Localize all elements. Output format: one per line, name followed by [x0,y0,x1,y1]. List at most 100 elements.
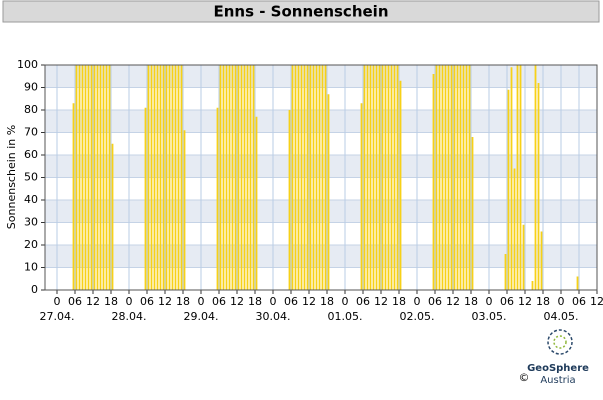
bar [294,65,297,290]
plot-area: 0 10 20 30 40 50 60 70 80 90 100 0 06 12 18 0 06 12 18 0 06 1… [17,58,603,323]
bar [363,65,366,290]
bar [156,65,159,290]
bar [537,83,540,290]
bar [228,65,231,290]
bar [465,65,468,290]
y-tick-label: 20 [24,238,38,251]
bar [81,65,84,290]
chart-title: Enns - Sonnenschein [213,3,388,21]
bar [522,224,525,290]
x-tick-label: 12 [230,295,244,308]
bar [162,65,165,290]
bar [225,65,228,290]
bar [369,65,372,290]
bar [237,65,240,290]
logo [547,329,573,355]
brand-name: GeoSphere [527,363,589,374]
bar [441,65,444,290]
x-tick-label: 18 [248,295,262,308]
bar [159,65,162,290]
x-tick-label: 12 [446,295,460,308]
bar [462,65,465,290]
bar [150,65,153,290]
bar [447,65,450,290]
x-date-label: 01.05. [328,310,363,323]
y-tick-label: 50 [24,171,38,184]
bar [144,107,147,290]
bar [108,65,111,290]
x-date-label: 03.05. [472,310,507,323]
bar [291,65,294,290]
bar [516,65,519,290]
grid-band [45,65,597,88]
bar [180,65,183,290]
bar [165,65,168,290]
bar [255,116,258,290]
bar [105,65,108,290]
y-tick-label: 30 [24,216,38,229]
bar [90,65,93,290]
bar [471,137,474,290]
bar [378,65,381,290]
bar [438,65,441,290]
bar [72,103,75,290]
x-date-label: 02.05. [400,310,435,323]
y-tick-label: 70 [24,126,38,139]
bar [327,94,330,290]
x-tick-label: 18 [176,295,190,308]
bar [531,281,534,290]
bar [519,65,522,290]
x-tick-label: 06 [284,295,298,308]
bar [372,65,375,290]
logo-mark [547,329,573,355]
bar [366,65,369,290]
bar [540,231,543,290]
bar [468,65,471,290]
bar [504,254,507,290]
bar [381,65,384,290]
bar [315,65,318,290]
bar [102,65,105,290]
bar [399,80,402,290]
y-tick-label: 90 [24,81,38,94]
x-tick-label: 12 [158,295,172,308]
bar [444,65,447,290]
bar [84,65,87,290]
bar [375,65,378,290]
bar [459,65,462,290]
x-tick-label: 12 [374,295,388,308]
bar [93,65,96,290]
bar [321,65,324,290]
bar [78,65,81,290]
x-tick-label: 12 [302,295,316,308]
x-tick-label: 18 [104,295,118,308]
bar [360,103,363,290]
bar [453,65,456,290]
x-tick-label: 0 [198,295,205,308]
bar [246,65,249,290]
x-tick-label: 0 [414,295,421,308]
x-tick-label: 0 [342,295,349,308]
grid-band [45,110,597,133]
bar [147,65,150,290]
bar [171,65,174,290]
y-tick-label: 60 [24,148,38,161]
x-tick-label: 06 [500,295,514,308]
bar [231,65,234,290]
bar [396,65,399,290]
bar [303,65,306,290]
brand-sub: Austria [540,375,575,386]
bar [324,65,327,290]
bar [384,65,387,290]
y-tick-label: 80 [24,103,38,116]
x-tick-label: 06 [428,295,442,308]
bar [390,65,393,290]
bar [249,65,252,290]
y-tick-label: 10 [24,261,38,274]
bar [183,130,186,290]
bar [510,67,513,290]
x-tick-label: 18 [536,295,550,308]
x-tick-label: 06 [212,295,226,308]
bar [309,65,312,290]
